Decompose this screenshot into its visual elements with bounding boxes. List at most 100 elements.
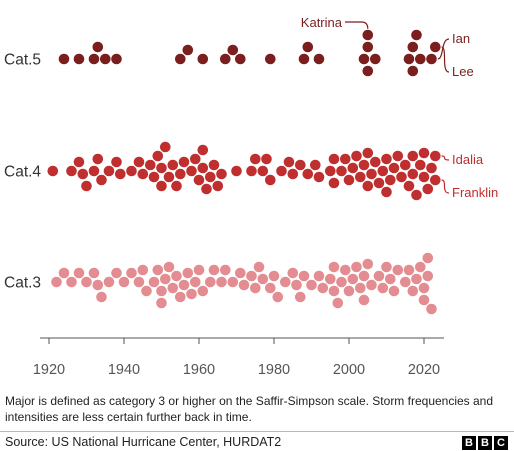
hurricane-dot xyxy=(291,279,302,291)
hurricane-dot xyxy=(81,276,92,288)
category-label: Cat.4 xyxy=(4,164,41,181)
hurricane-dot xyxy=(407,65,419,77)
annotation-label: Lee xyxy=(452,64,474,79)
hurricane-dot xyxy=(81,180,92,192)
hurricane-dot xyxy=(118,276,130,288)
hurricane-dot xyxy=(400,159,411,171)
hurricane-dot xyxy=(276,165,287,177)
hurricane-dot xyxy=(73,156,85,168)
hurricane-dot xyxy=(366,279,377,291)
hurricane-dot xyxy=(430,41,441,53)
hurricane-dot xyxy=(366,168,377,180)
hurricane-dot xyxy=(220,264,231,276)
hurricane-dot xyxy=(111,267,122,279)
hurricane-dot xyxy=(328,285,340,297)
hurricane-dot xyxy=(47,165,59,177)
hurricane-dot xyxy=(92,153,104,165)
hurricane-dot xyxy=(160,273,171,285)
hurricane-dot xyxy=(201,183,212,195)
hurricane-dot xyxy=(415,261,426,273)
hurricane-dot xyxy=(186,288,197,300)
hurricane-dot xyxy=(411,29,422,41)
hurricane-dot xyxy=(265,53,276,65)
hurricane-dot xyxy=(426,303,437,315)
hurricane-dot xyxy=(103,165,115,177)
hurricane-dot xyxy=(235,53,246,65)
hurricane-dot xyxy=(216,168,227,180)
hurricane-dot xyxy=(231,165,242,177)
hurricane-dot xyxy=(190,153,201,165)
hurricane-dot xyxy=(197,53,209,65)
hurricane-dot xyxy=(88,53,100,65)
hurricane-dot xyxy=(418,171,430,183)
annotation-leader xyxy=(345,21,369,29)
hurricane-dot xyxy=(370,156,381,168)
hurricane-dot xyxy=(212,180,224,192)
hurricane-dot xyxy=(126,267,137,279)
hurricane-dot xyxy=(197,285,209,297)
hurricane-dot xyxy=(422,252,434,264)
hurricane-dot xyxy=(415,53,426,65)
hurricane-dot xyxy=(332,297,344,309)
hurricane-dot xyxy=(58,53,70,65)
hurricane-dot xyxy=(100,53,111,65)
hurricane-dot xyxy=(220,53,231,65)
hurricane-dot xyxy=(137,168,149,180)
hurricane-dot xyxy=(336,165,347,177)
hurricane-dot xyxy=(325,165,336,177)
hurricane-dot xyxy=(295,291,306,303)
hurricane-dot xyxy=(197,162,209,174)
hurricane-dot xyxy=(287,267,299,279)
hurricane-dot xyxy=(377,165,389,177)
hurricane-dot xyxy=(167,159,179,171)
hurricane-dot xyxy=(396,171,407,183)
x-tick-label: 1960 xyxy=(183,362,215,378)
annotation-label: Franklin xyxy=(452,185,498,200)
source-note: Source: US National Hurricane Center, HU… xyxy=(5,435,282,449)
annotation-leader xyxy=(437,38,450,60)
hurricane-dot xyxy=(235,267,246,279)
hurricane-dot xyxy=(362,180,374,192)
bbc-logo: B B C xyxy=(462,436,508,450)
hurricane-dot xyxy=(92,41,104,53)
hurricane-dot xyxy=(392,150,404,162)
hurricane-dot xyxy=(257,273,269,285)
hurricane-dot xyxy=(160,141,171,153)
hurricane-dot xyxy=(182,44,194,56)
hurricane-dot xyxy=(250,282,261,294)
hurricane-dot xyxy=(415,159,426,171)
hurricane-dot xyxy=(137,264,149,276)
hurricane-dot xyxy=(205,171,216,183)
hurricane-dot xyxy=(313,53,325,65)
hurricane-dot xyxy=(358,159,370,171)
hurricane-dot xyxy=(51,276,62,288)
hurricane-dot xyxy=(422,270,434,282)
annotation-label: Katrina xyxy=(301,15,343,30)
hurricane-dot xyxy=(205,276,216,288)
hurricane-dot xyxy=(407,285,419,297)
hurricane-dot xyxy=(355,171,366,183)
hurricane-dot xyxy=(186,165,197,177)
hurricane-dot xyxy=(343,174,355,186)
hurricane-dot xyxy=(411,189,422,201)
hurricane-dot xyxy=(175,53,186,65)
hurricane-dot xyxy=(156,180,167,192)
hurricane-dot xyxy=(163,171,175,183)
hurricane-dot xyxy=(92,279,104,291)
hurricane-dot xyxy=(96,174,107,186)
hurricane-dot xyxy=(227,44,239,56)
hurricane-dot xyxy=(178,156,190,168)
hurricane-dot xyxy=(362,41,374,53)
hurricane-dot xyxy=(430,150,441,162)
beeswarm-chart: 1920 1940 1960 1980 2000 2020 Cat.5 Cat.4 Cat.3… xyxy=(4,15,498,378)
hurricane-dot xyxy=(430,174,441,186)
hurricane-dot xyxy=(171,180,182,192)
hurricane-dot xyxy=(343,285,355,297)
hurricane-dot xyxy=(403,264,415,276)
annotation-label: Ian xyxy=(452,31,470,46)
annotation-leader xyxy=(441,179,450,194)
hurricane-dot xyxy=(377,282,389,294)
hurricane-dot xyxy=(358,294,370,306)
hurricane-dot xyxy=(418,282,430,294)
hurricane-dot xyxy=(250,153,261,165)
